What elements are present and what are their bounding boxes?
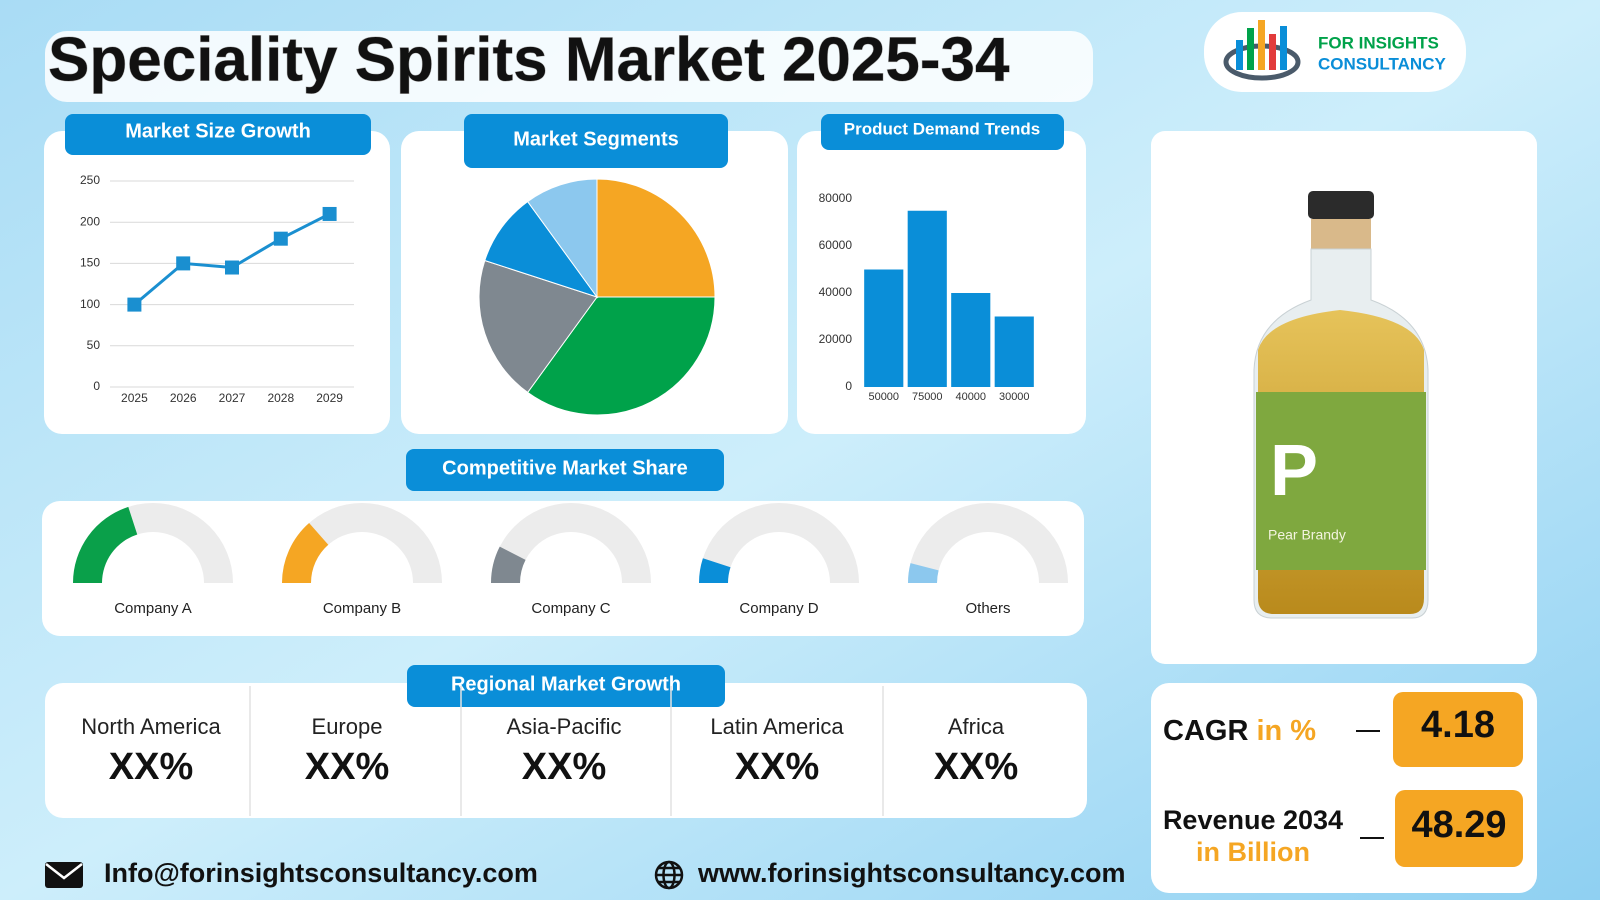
logo-text: CONSULTANCY: [1318, 54, 1446, 73]
product-letter: P: [1270, 431, 1318, 511]
gauge-track: [282, 503, 442, 583]
gauge-label: Company D: [739, 600, 818, 617]
y-tick-label: 100: [80, 297, 100, 311]
panel-title: Competitive Market Share: [442, 457, 688, 479]
footer-website: www.forinsightsconsultancy.com: [697, 858, 1126, 888]
x-tick-label: 30000: [999, 391, 1030, 403]
x-tick-label: 2026: [170, 391, 197, 405]
panel-title: Product Demand Trends: [844, 119, 1040, 138]
marker: [127, 297, 142, 312]
region-value: XX%: [109, 746, 193, 788]
gauge-label: Company B: [323, 600, 401, 617]
region-name: Latin America: [710, 714, 844, 739]
title-box: [45, 31, 1093, 102]
x-tick-label: 2025: [121, 391, 148, 405]
gauge-track: [699, 503, 859, 583]
marker: [176, 256, 191, 271]
x-tick-label: 75000: [912, 391, 943, 403]
logo-text: FOR INSIGHTS: [1318, 33, 1439, 52]
stat-unit: in Billion: [1196, 837, 1310, 867]
y-tick-label: 150: [80, 256, 100, 270]
pie-slice: [526, 296, 716, 416]
y-tick-label: 200: [80, 214, 100, 228]
gauge-fill: [282, 522, 329, 583]
gauge-track: [908, 503, 1068, 583]
stat-label: CAGR in %: [1163, 715, 1316, 747]
gauge-fill: [699, 558, 731, 583]
bar: [951, 293, 991, 387]
pie-slice: [478, 259, 598, 394]
x-tick-label: 2029: [316, 391, 343, 405]
bar: [907, 210, 947, 387]
y-tick-label: 0: [93, 379, 100, 393]
mail-icon: [45, 862, 83, 888]
bar: [864, 269, 904, 387]
x-tick-label: 40000: [955, 391, 986, 403]
gauge-track: [491, 503, 651, 583]
value-box: [1395, 790, 1523, 867]
region-name: North America: [81, 714, 221, 739]
region-name: Europe: [312, 714, 383, 739]
stat-label: Revenue 2034: [1163, 805, 1343, 835]
globe-icon: [654, 860, 684, 890]
y-tick-label: 40000: [819, 285, 853, 299]
y-tick-label: 60000: [819, 238, 853, 252]
region-value: XX%: [305, 746, 389, 788]
pie-slice: [484, 200, 599, 298]
region-name: Africa: [948, 714, 1005, 739]
y-tick-label: 0: [845, 379, 852, 393]
panel-title: Market Segments: [513, 128, 679, 150]
marker: [322, 206, 337, 221]
product-name: Pear Brandy: [1268, 527, 1346, 543]
footer-email: Info@forinsightsconsultancy.com: [104, 858, 538, 888]
gauge-fill: [908, 563, 939, 583]
logo-icon: [1223, 20, 1301, 81]
stat-label: CAGR: [1163, 715, 1248, 747]
gauge-label: Company A: [114, 600, 192, 617]
pie-slice: [596, 178, 716, 298]
value-box: [1393, 692, 1523, 767]
y-tick-label: 20000: [819, 332, 853, 346]
marker: [225, 260, 239, 275]
x-tick-label: 50000: [868, 391, 899, 403]
x-tick-label: 2027: [219, 391, 246, 405]
header-pills: [65, 114, 1064, 707]
gauge-fill: [491, 546, 526, 583]
gauge-label: Others: [965, 600, 1010, 617]
y-tick-label: 80000: [819, 191, 853, 205]
stat-unit: in %: [1256, 715, 1316, 747]
marker: [273, 231, 288, 246]
bar: [994, 316, 1034, 387]
revenue-value: 48.29: [1411, 804, 1506, 846]
title: Speciality Spirits Market 2025-34: [48, 25, 1010, 94]
gauge-fill: [73, 506, 138, 583]
pie-slice: [526, 178, 598, 299]
y-tick-label: 250: [80, 173, 100, 187]
y-tick-label: 50: [87, 338, 101, 352]
gauge-label: Company C: [531, 600, 610, 617]
panel-title: Regional Market Growth: [451, 673, 681, 695]
region-value: XX%: [934, 746, 1018, 788]
region-name: Asia-Pacific: [507, 714, 622, 739]
logo-box: [1204, 12, 1466, 92]
region-value: XX%: [522, 746, 606, 788]
x-tick-label: 2028: [267, 391, 294, 405]
product-image: [1253, 191, 1429, 619]
region-value: XX%: [735, 746, 819, 788]
cagr-value: 4.18: [1421, 704, 1495, 746]
dividers: [249, 686, 884, 816]
panel-title: Market Size Growth: [125, 120, 311, 142]
